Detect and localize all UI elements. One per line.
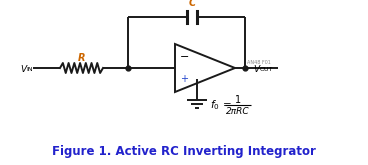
Text: OUT: OUT <box>260 67 273 72</box>
Text: −: − <box>180 52 190 62</box>
Text: IN: IN <box>26 67 33 72</box>
Text: Figure 1. Active RC Inverting Integrator: Figure 1. Active RC Inverting Integrator <box>52 146 316 159</box>
Text: $V$: $V$ <box>253 63 262 73</box>
Text: AN48 F01: AN48 F01 <box>247 61 271 66</box>
Text: $V$: $V$ <box>20 63 29 73</box>
Text: $f_0$: $f_0$ <box>210 98 220 112</box>
Text: C: C <box>188 0 195 8</box>
Text: 2πRC: 2πRC <box>226 106 250 115</box>
Text: 1: 1 <box>235 95 241 105</box>
Text: +: + <box>180 74 188 83</box>
Text: R: R <box>78 53 85 63</box>
Text: =: = <box>223 100 232 110</box>
